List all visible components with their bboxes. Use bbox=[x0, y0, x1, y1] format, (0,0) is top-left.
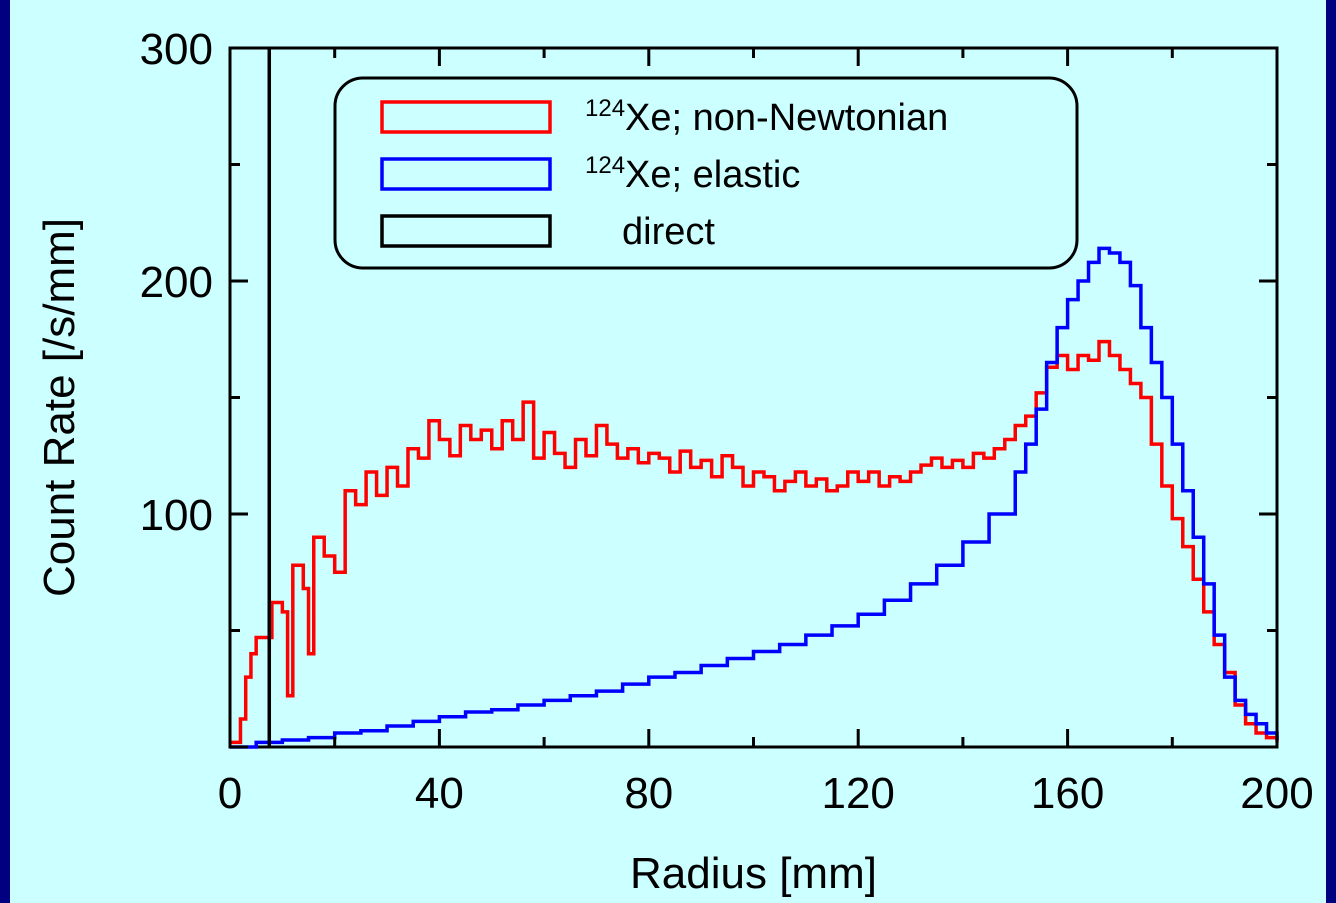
legend-box bbox=[333, 76, 1079, 270]
chart-frame: 0 40 80 120 160 200 100 200 300 Radius [mm] Cou… bbox=[10, 0, 1326, 903]
legend-swatch bbox=[380, 214, 552, 248]
legend-label: direct bbox=[622, 211, 715, 253]
x-tick-labels: 0 40 80 120 160 200 bbox=[218, 769, 1314, 818]
count-rate-chart: 0 40 80 120 160 200 100 200 300 Radius [mm] Cou… bbox=[35, 25, 1314, 898]
x-axis-title: Radius [mm] bbox=[630, 849, 877, 898]
legend-swatch bbox=[380, 100, 552, 134]
series-layer bbox=[230, 48, 1279, 749]
plot-area bbox=[228, 46, 1279, 749]
y-axis-title: Count Rate [/s/mm] bbox=[35, 218, 84, 597]
y-tick-labels: 100 200 300 bbox=[140, 25, 213, 540]
legend-swatch bbox=[380, 157, 552, 191]
legend: 124Xe; non-Newtonian 124Xe; elastic direct bbox=[333, 76, 1079, 270]
legend-items: 124Xe; non-Newtonian 124Xe; elastic direct bbox=[380, 95, 948, 253]
x-tick-label: 160 bbox=[1031, 769, 1104, 818]
legend-label: 124Xe; non-Newtonian bbox=[585, 95, 948, 139]
y-tick-label: 300 bbox=[140, 25, 213, 74]
x-tick-label: 80 bbox=[624, 769, 673, 818]
y-tick-label: 200 bbox=[140, 258, 213, 307]
legend-label: 124Xe; elastic bbox=[585, 152, 800, 196]
y-tick-label: 100 bbox=[140, 491, 213, 540]
series-line-2 bbox=[230, 246, 1279, 749]
series-line-1 bbox=[230, 339, 1279, 745]
x-tick-label: 120 bbox=[821, 769, 894, 818]
ticks-layer bbox=[228, 46, 1279, 749]
x-tick-label: 200 bbox=[1240, 769, 1313, 818]
x-tick-label: 0 bbox=[218, 769, 242, 818]
x-tick-label: 40 bbox=[415, 769, 464, 818]
